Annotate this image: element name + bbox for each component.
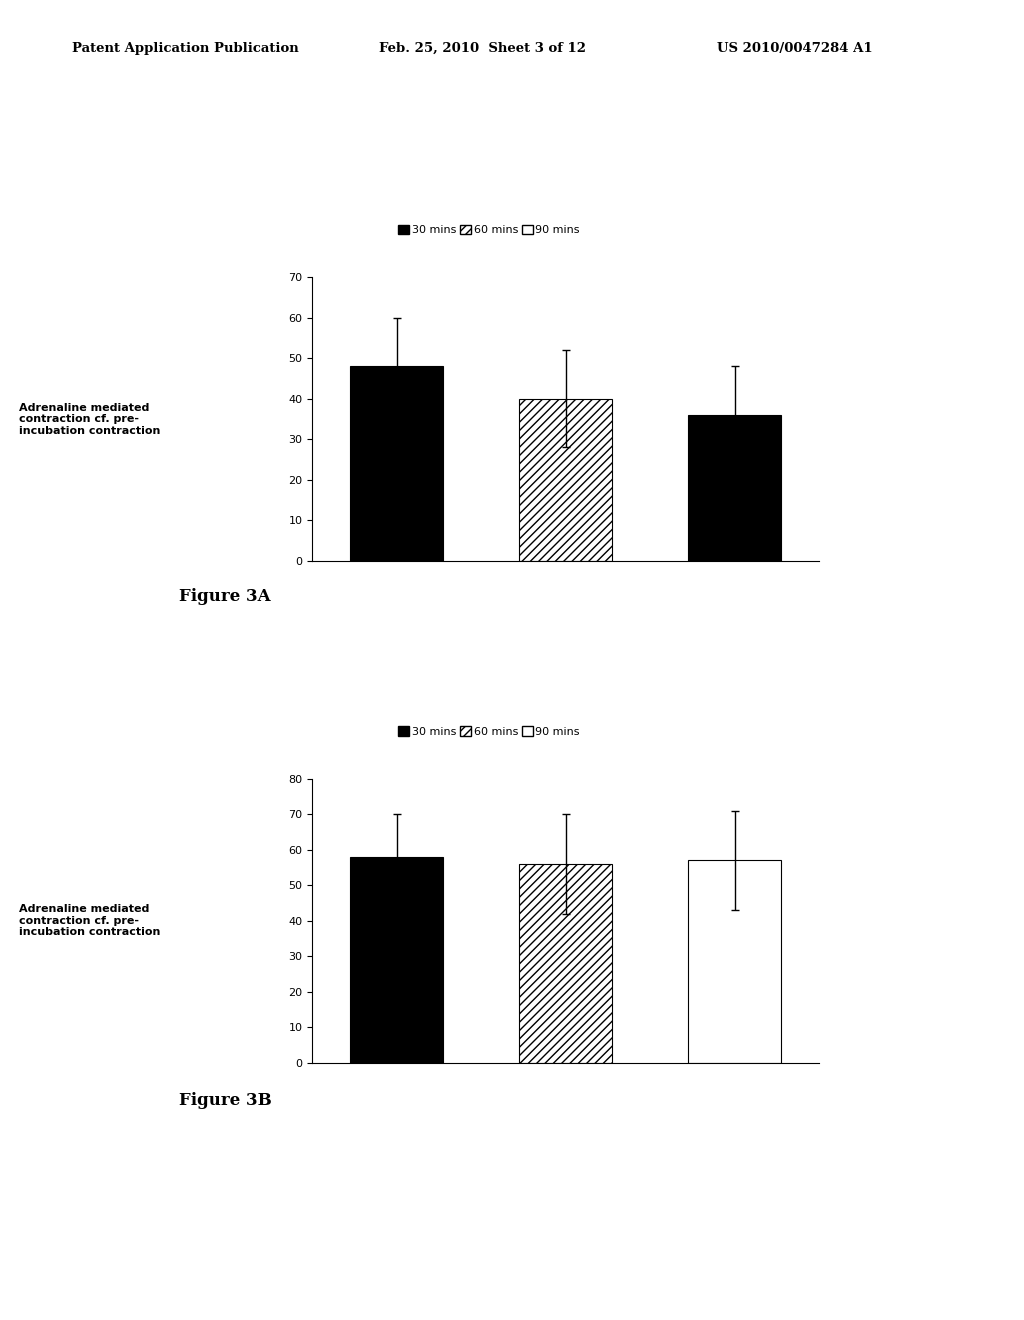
Bar — [350, 857, 443, 1063]
Text: Feb. 25, 2010  Sheet 3 of 12: Feb. 25, 2010 Sheet 3 of 12 — [379, 42, 586, 55]
Text: US 2010/0047284 A1: US 2010/0047284 A1 — [717, 42, 872, 55]
Bar — [350, 367, 443, 561]
Text: Figure 3A: Figure 3A — [179, 587, 270, 605]
Legend: 30 mins, 60 mins, 90 mins: 30 mins, 60 mins, 90 mins — [394, 722, 585, 742]
Bar — [519, 399, 612, 561]
Text: Figure 3B: Figure 3B — [179, 1092, 272, 1109]
Text: Adrenaline mediated
contraction cf. pre-
incubation contraction: Adrenaline mediated contraction cf. pre-… — [18, 403, 160, 436]
Text: Patent Application Publication: Patent Application Publication — [72, 42, 298, 55]
Bar — [688, 414, 781, 561]
Text: Adrenaline mediated
contraction cf. pre-
incubation contraction: Adrenaline mediated contraction cf. pre-… — [18, 904, 160, 937]
Bar — [519, 863, 612, 1063]
Legend: 30 mins, 60 mins, 90 mins: 30 mins, 60 mins, 90 mins — [394, 220, 585, 240]
Bar — [688, 861, 781, 1063]
